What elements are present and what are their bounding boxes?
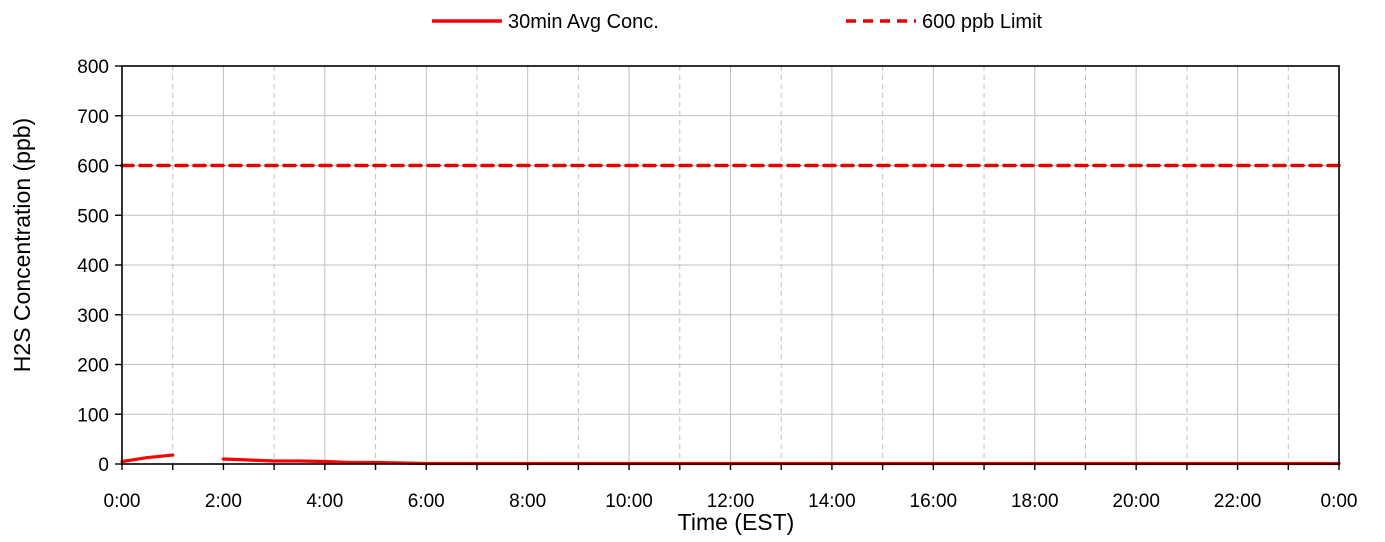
y-tick-label: 600 xyxy=(77,157,109,178)
legend: 30min Avg Conc. 600 ppb Limit xyxy=(432,11,1043,33)
y-tick-label: 400 xyxy=(77,256,109,277)
x-tick-label: 2:00 xyxy=(205,491,242,512)
x-tick-label: 6:00 xyxy=(408,491,445,512)
y-tick-label: 500 xyxy=(77,206,109,227)
x-axis-title: Time (EST) xyxy=(678,509,795,535)
y-axis-title: H2S Concentration (ppb) xyxy=(9,118,35,372)
x-tick-label: 16:00 xyxy=(910,491,958,512)
x-tick-label: 0:00 xyxy=(1321,491,1358,512)
x-tick-label: 0:00 xyxy=(104,491,141,512)
grid-layer xyxy=(122,66,1339,464)
avg-conc-line-segment-1 xyxy=(221,457,1341,466)
x-tick-label: 12:00 xyxy=(707,491,755,512)
x-tick-label: 8:00 xyxy=(509,491,546,512)
y-tick-label: 800 xyxy=(77,57,109,78)
x-tick-label: 20:00 xyxy=(1112,491,1160,512)
x-tick-label: 4:00 xyxy=(306,491,343,512)
y-tick-label: 0 xyxy=(98,455,109,476)
x-tick-label: 18:00 xyxy=(1011,491,1059,512)
y-tick-label: 300 xyxy=(77,306,109,327)
y-tick-label: 100 xyxy=(77,405,109,426)
legend-label-600ppb-limit: 600 ppb Limit xyxy=(922,11,1043,33)
x-tick-label: 14:00 xyxy=(808,491,856,512)
x-tick-label: 10:00 xyxy=(605,491,653,512)
y-tick-label: 700 xyxy=(77,107,109,128)
x-tick-label: 22:00 xyxy=(1214,491,1262,512)
tick-layer: 0 100 200 300 400 500 600 700 800 0:00 2:00 4:00 6:0… xyxy=(77,57,1357,512)
y-tick-label: 200 xyxy=(77,356,109,377)
legend-label-30min-avg: 30min Avg Conc. xyxy=(508,11,659,33)
avg-conc-line-segment-0 xyxy=(120,453,175,464)
